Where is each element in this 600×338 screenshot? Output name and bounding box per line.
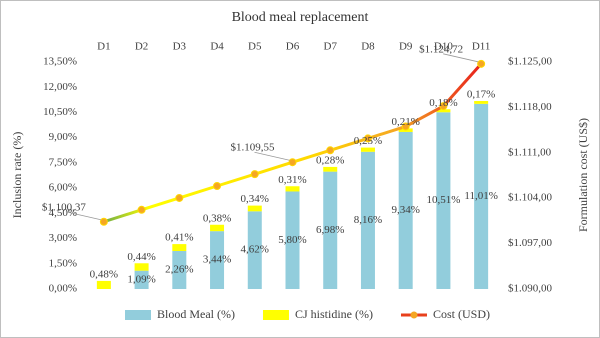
bar-segment [474,101,489,104]
x-tick-label: D3 [173,41,187,53]
x-tick-label: D2 [135,41,148,53]
y2-tick-label: $1.125,00 [508,56,553,68]
x-tick-label: D6 [286,41,300,53]
legend-label: Blood Meal (%) [157,307,235,321]
bar-value-label: 2,26% [165,264,193,276]
cost-marker [363,134,372,143]
bar-value-label: 0,28% [316,154,344,166]
bar-value-label: 0,48% [90,268,118,280]
bar-value-label: 3,44% [203,254,231,266]
cost-marker [175,193,184,202]
bar-value-label: 0,17% [467,89,495,101]
bar-segment [210,224,225,232]
y-tick-label: 0,00% [49,283,77,295]
legend-label: CJ histidine (%) [295,307,373,321]
y-tick-label: 10,50% [43,106,77,118]
bar-segment [436,109,451,113]
x-tick-label: D4 [210,41,224,53]
y2-tick-label: $1.118,00 [508,101,552,113]
bar-segment [323,171,338,289]
x-tick-label: D8 [361,41,375,53]
bar-value-label: 0,25% [354,135,382,147]
bar-value-label: 0,31% [278,174,306,186]
y2-axis-title: Formulation cost (US$) [576,118,590,232]
bar-value-label: 0,38% [203,212,231,224]
y-tick-label: 7,50% [49,156,77,168]
legend-swatch [262,310,289,320]
bar-segment [360,147,375,152]
x-tick-label: D1 [97,41,110,53]
cost-marker [439,102,448,111]
cost-marker [401,122,410,131]
legend-swatch [125,310,151,320]
bar-segment [285,191,300,289]
y-tick-label: 1,50% [49,257,77,269]
bar-segment [134,270,149,289]
bar-segment [323,166,338,172]
leader-line [443,53,479,63]
y-tick-label: 6,00% [49,182,77,194]
legend-label: Cost (USD) [433,307,490,321]
bar-value-label: 0,34% [241,193,269,205]
bar-value-label: 9,34% [391,204,419,216]
bar-segment [134,263,149,271]
bar-value-label: 11,01% [464,190,498,202]
cost-marker [137,205,146,214]
bar-segment [360,151,375,289]
bar-value-label: 10,51% [426,194,460,206]
leader-line [65,211,101,221]
cost-marker [477,59,486,68]
bar-value-label: 0,18% [429,97,457,109]
bar-segment [96,280,111,289]
bar-segment [247,205,262,212]
bar-segment [436,112,451,289]
bar-value-label: 0,44% [127,251,155,263]
x-tick-label: D10 [434,41,453,53]
y2-tick-label: $1.111,00 [508,146,552,158]
bar-segment [210,231,225,289]
bar-segment [172,244,187,251]
cost-marker [288,158,297,167]
bar-value-label: 4,62% [241,244,269,256]
bar-segment [474,103,489,289]
cost-marker [99,217,108,226]
bar-value-label: 0,21% [391,116,419,128]
cost-marker [326,146,335,155]
x-tick-label: D11 [472,41,491,53]
y-tick-label: 9,00% [49,131,77,143]
bar-value-label: 5,80% [278,234,306,246]
x-tick-label: D7 [324,41,338,53]
cost-marker [250,170,259,179]
cost-marker [213,182,222,191]
bar-value-label: 0,41% [165,232,193,244]
y2-tick-label: $1.097,00 [508,237,553,249]
leader-line [254,151,290,161]
bar-value-label: 6,98% [316,224,344,236]
bar-value-label: 1,09% [127,273,155,285]
y2-tick-label: $1.090,00 [508,283,553,295]
y-axis-title: Inclusion rate (%) [10,132,24,219]
x-tick-label: D5 [248,41,262,53]
bar-segment [285,186,300,192]
y-tick-label: 3,00% [49,232,77,244]
line-value-label: $1.109,55 [231,142,276,154]
chart-title: Blood meal replacement [232,10,369,25]
bar-segment [398,131,413,289]
y-tick-label: 13,50% [43,56,77,68]
y2-tick-label: $1.104,00 [508,192,553,204]
bar-value-label: 8,16% [354,214,382,226]
x-tick-label: D9 [399,41,413,53]
bar-segment [172,250,187,289]
y-tick-label: 12,00% [43,81,77,93]
line-value-label: $1.124,72 [419,43,463,55]
bar-segment [247,211,262,289]
legend-marker [410,311,418,319]
line-value-label: $1.100,37 [42,201,87,213]
y-tick-label: 4,50% [49,207,77,219]
